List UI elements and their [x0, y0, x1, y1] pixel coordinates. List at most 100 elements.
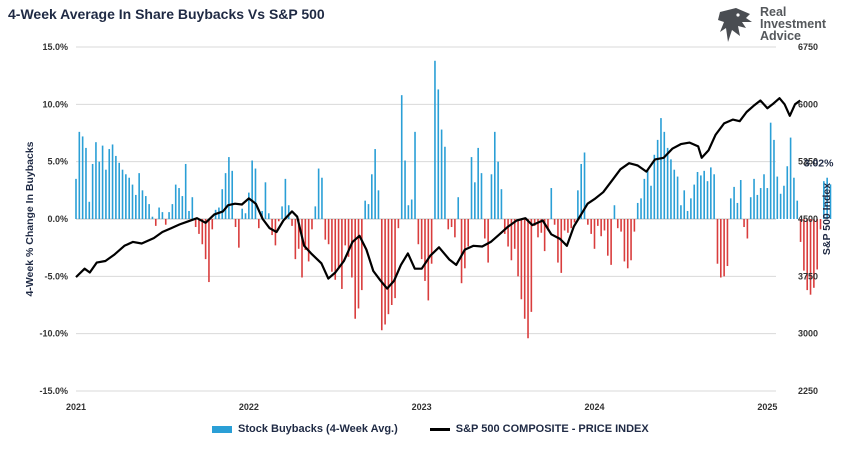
buyback-bar — [311, 219, 313, 230]
buyback-bar — [467, 219, 469, 247]
buyback-bar — [763, 174, 765, 219]
buyback-bar — [208, 219, 210, 283]
buyback-bar — [510, 219, 513, 261]
buyback-bar — [570, 219, 573, 229]
buyback-bar — [364, 200, 366, 219]
buyback-bar — [138, 173, 140, 219]
buyback-bar — [493, 131, 496, 219]
buyback-bar — [829, 184, 832, 219]
buyback-bar — [826, 177, 828, 219]
buyback-bar — [91, 163, 94, 219]
buyback-bar — [547, 219, 549, 231]
buyback-bar — [793, 177, 795, 219]
buyback-bar — [430, 219, 433, 264]
buyback-bar — [380, 219, 383, 331]
buyback-bar — [447, 219, 450, 230]
buyback-bar — [753, 178, 755, 219]
buyback-bar — [567, 219, 569, 233]
buyback-bar — [347, 219, 350, 257]
buyback-bar — [527, 219, 529, 339]
legend-swatch-buybacks — [212, 425, 232, 433]
buyback-bar — [191, 197, 194, 219]
buyback-bar — [550, 188, 553, 219]
buyback-bar — [188, 210, 190, 219]
buyback-bar — [563, 219, 566, 231]
buyback-bar — [264, 182, 267, 219]
buyback-bar — [168, 212, 170, 219]
buyback-bar — [597, 219, 599, 226]
buyback-bar — [543, 219, 546, 252]
buyback-bar — [470, 157, 473, 219]
buyback-bar — [158, 207, 160, 219]
buyback-bar — [244, 213, 247, 219]
buyback-bar — [161, 212, 164, 219]
buyback-bar — [653, 154, 656, 219]
buyback-bar — [464, 219, 466, 269]
buyback-bar — [490, 174, 493, 219]
buyback-bar — [799, 219, 802, 242]
buyback-bar — [334, 219, 337, 280]
buyback-bar — [769, 122, 772, 219]
x-tick-label: 2023 — [412, 402, 432, 412]
buyback-bar — [786, 166, 789, 219]
y-left-tick-label: -15.0% — [39, 386, 68, 396]
buyback-bar — [297, 219, 300, 249]
buyback-bar — [759, 188, 762, 219]
buyback-bar — [533, 219, 536, 226]
buyback-bar — [779, 193, 782, 219]
buyback-bar — [234, 219, 237, 228]
legend-item-sp500: S&P 500 COMPOSITE - PRICE INDEX — [429, 423, 649, 435]
chart-title: 4-Week Average In Share Buybacks Vs S&P … — [8, 6, 325, 22]
buyback-bar — [111, 144, 114, 219]
y-left-tick-label: -5.0% — [44, 271, 68, 281]
y-right-tick-label: 6750 — [798, 42, 818, 52]
buyback-bar — [258, 219, 260, 229]
buyback-bar — [796, 200, 799, 219]
buyback-bar — [523, 219, 526, 319]
buyback-bar — [650, 185, 652, 219]
buyback-bar — [267, 213, 270, 219]
buyback-bar — [450, 219, 453, 228]
buyback-bar — [414, 131, 416, 219]
buyback-bar — [477, 147, 479, 219]
legend: Stock Buybacks (4-Week Avg.) S&P 500 COM… — [212, 423, 681, 435]
buyback-bar — [417, 219, 420, 245]
buyback-bars — [75, 60, 832, 339]
buyback-bar — [118, 162, 121, 219]
buyback-bar — [327, 219, 330, 245]
brand-name: Real Investment Advice — [760, 6, 826, 43]
buyback-bar — [211, 219, 214, 230]
buyback-bar — [503, 219, 506, 234]
y-left-tick-label: 15.0% — [42, 42, 68, 52]
buyback-bar — [710, 167, 712, 219]
axes: -15.0% 2250 -10.0% 3000 -5.0% 3750 0.0% 4500 5.0… — [24, 42, 834, 412]
buyback-bar — [626, 219, 629, 269]
buyback-bar — [304, 219, 307, 250]
brand-logo: Real Investment Advice — [712, 4, 842, 46]
buyback-bar — [560, 219, 563, 273]
buyback-bar — [371, 174, 373, 219]
buyback-bar — [131, 184, 134, 219]
buyback-bar — [224, 173, 227, 219]
buyback-bar — [487, 219, 489, 263]
buyback-bar — [630, 219, 632, 261]
buyback-bar — [404, 160, 406, 219]
buyback-bar — [537, 219, 539, 238]
buyback-bar — [241, 208, 243, 219]
buyback-bar — [723, 219, 725, 277]
buyback-bar — [424, 219, 426, 281]
buyback-bar — [646, 169, 649, 219]
buyback-bar — [390, 219, 393, 305]
buyback-bar — [673, 169, 676, 219]
buyback-bar — [666, 147, 669, 219]
buyback-bar — [400, 95, 403, 219]
buyback-bar — [500, 189, 503, 219]
buyback-bar — [444, 146, 446, 219]
buyback-bar — [377, 190, 380, 219]
buyback-bar — [254, 168, 257, 219]
buyback-bar — [251, 160, 253, 219]
buyback-bar — [756, 194, 759, 219]
buyback-bar — [663, 131, 666, 219]
x-tick-label: 2021 — [66, 402, 86, 412]
buyback-bar — [75, 178, 77, 219]
